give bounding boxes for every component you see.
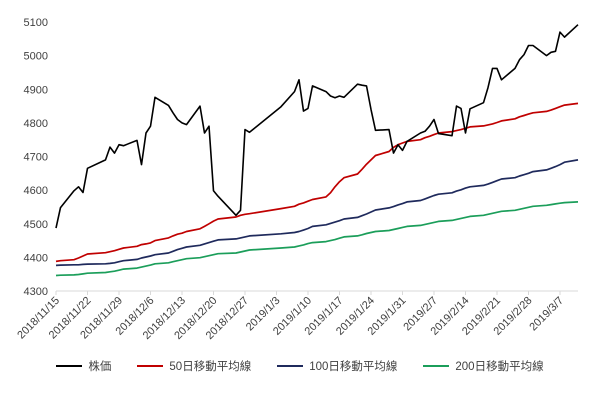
legend-label: 株価 bbox=[88, 361, 112, 373]
series-line-3 bbox=[55, 201, 579, 277]
legend-item: 200日移動平均線 bbox=[423, 358, 544, 374]
legend-label: 50日移動平均線 bbox=[169, 361, 252, 373]
series-line-1 bbox=[55, 102, 579, 263]
legend-item: 株価 bbox=[56, 358, 111, 374]
legend-label: 200日移動平均線 bbox=[455, 361, 544, 373]
legend-swatch bbox=[423, 365, 450, 367]
series-line-2 bbox=[55, 159, 579, 267]
y-tick-label: 4500 bbox=[24, 219, 48, 231]
x-tick-label: 2019/3/7 bbox=[527, 295, 566, 334]
y-tick-label: 4700 bbox=[24, 152, 48, 164]
y-tick-label: 5100 bbox=[24, 17, 48, 29]
y-tick-label: 4400 bbox=[24, 252, 48, 264]
legend-swatch bbox=[56, 365, 83, 367]
y-tick-label: 5000 bbox=[24, 51, 48, 63]
chart-legend: 株価 50日移動平均線 100日移動平均線 200日移動平均線 bbox=[0, 356, 600, 376]
y-tick-label: 4800 bbox=[24, 118, 48, 130]
legend-swatch bbox=[277, 365, 304, 367]
y-tick-label: 4300 bbox=[24, 286, 48, 298]
y-tick-label: 4600 bbox=[24, 185, 48, 197]
series-line-0 bbox=[55, 24, 579, 229]
x-axis-tick-labels: 2018/11/152018/11/222018/11/292018/12/62… bbox=[15, 291, 566, 342]
legend-swatch bbox=[137, 365, 164, 367]
legend-item: 100日移動平均線 bbox=[277, 358, 397, 374]
series-lines bbox=[55, 24, 579, 277]
legend-label: 100日移動平均線 bbox=[309, 361, 398, 373]
y-tick-label: 4900 bbox=[24, 84, 48, 96]
y-axis-tick-labels: 4300 4400 4500 4600 4700 4800 4900 5000 5100 bbox=[24, 17, 48, 298]
legend-item: 50日移動平均線 bbox=[137, 358, 251, 374]
